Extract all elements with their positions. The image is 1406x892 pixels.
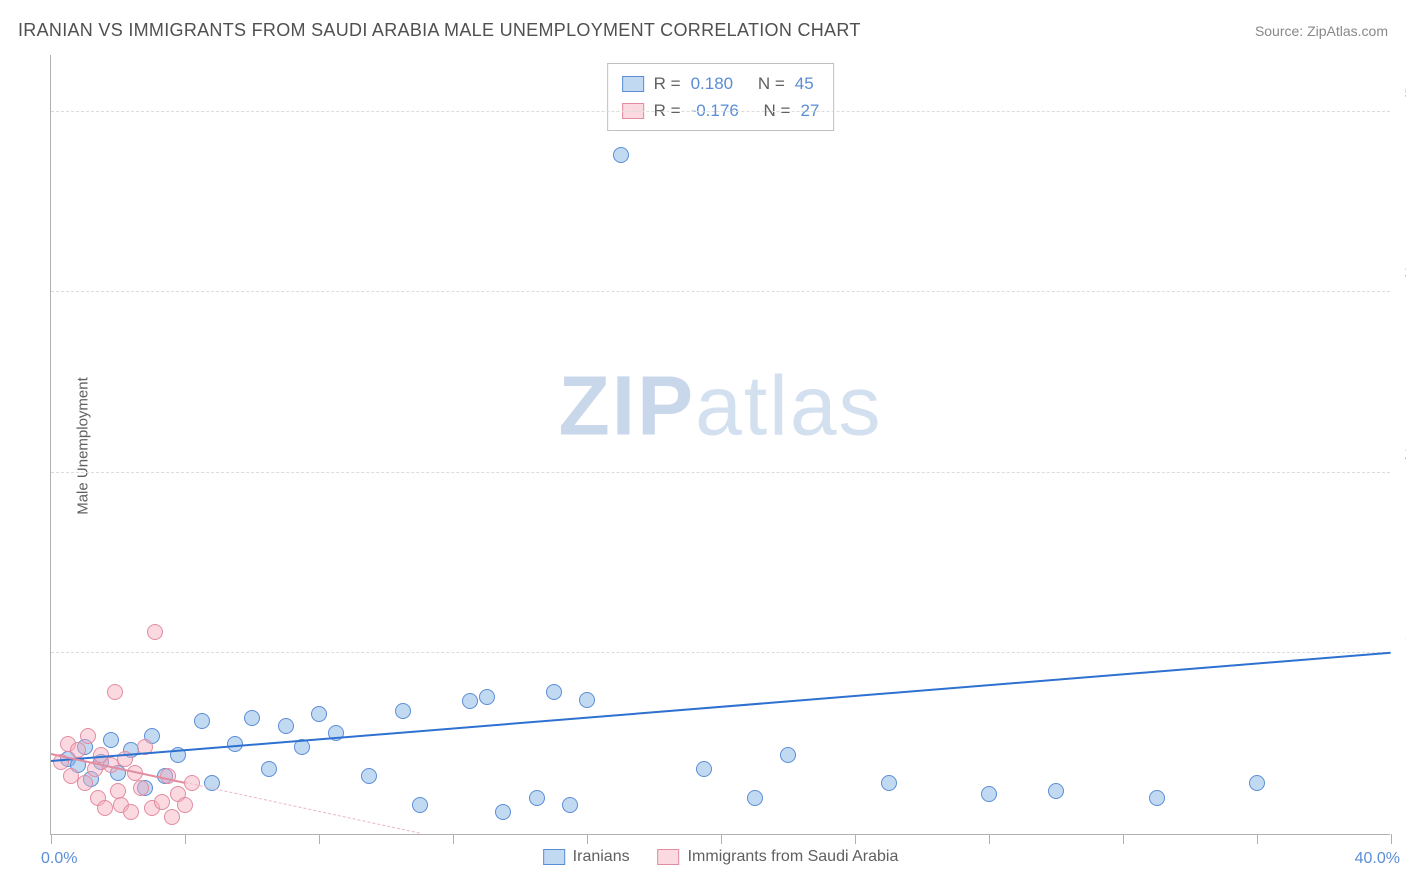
- data-point: [70, 742, 86, 758]
- data-point: [579, 692, 595, 708]
- legend-stats-row: R = 0.180 N = 45: [622, 70, 820, 97]
- x-tick: [1391, 834, 1392, 844]
- data-point: [562, 797, 578, 813]
- watermark: ZIPatlas: [558, 357, 882, 454]
- trend-line: [51, 651, 1391, 761]
- x-tick: [453, 834, 454, 844]
- x-tick: [587, 834, 588, 844]
- data-point: [1149, 790, 1165, 806]
- data-point: [194, 713, 210, 729]
- legend-swatch-blue: [622, 76, 644, 92]
- legend-series: Iranians Immigrants from Saudi Arabia: [543, 848, 899, 866]
- data-point: [981, 786, 997, 802]
- data-point: [747, 790, 763, 806]
- data-point: [780, 747, 796, 763]
- legend-swatch-blue: [543, 849, 565, 865]
- x-tick: [319, 834, 320, 844]
- data-point: [154, 794, 170, 810]
- data-point: [261, 761, 277, 777]
- data-point: [164, 809, 180, 825]
- data-point: [495, 804, 511, 820]
- data-point: [881, 775, 897, 791]
- r-label: R =: [654, 70, 681, 97]
- x-axis-min-label: 0.0%: [41, 850, 77, 868]
- data-point: [412, 797, 428, 813]
- trend-line: [185, 782, 420, 834]
- x-tick: [989, 834, 990, 844]
- data-point: [177, 797, 193, 813]
- legend-item: Iranians: [543, 848, 630, 866]
- data-point: [110, 783, 126, 799]
- data-point: [395, 703, 411, 719]
- legend-label: Iranians: [573, 848, 630, 866]
- legend-label: Immigrants from Saudi Arabia: [688, 848, 899, 866]
- legend-swatch-pink: [658, 849, 680, 865]
- data-point: [107, 684, 123, 700]
- legend-item: Immigrants from Saudi Arabia: [658, 848, 899, 866]
- data-point: [1249, 775, 1265, 791]
- chart-title: IRANIAN VS IMMIGRANTS FROM SAUDI ARABIA …: [18, 20, 861, 41]
- data-point: [147, 624, 163, 640]
- data-point: [529, 790, 545, 806]
- data-point: [123, 804, 139, 820]
- watermark-bold: ZIP: [558, 358, 695, 452]
- n-value: 45: [795, 70, 814, 97]
- gridline: [51, 652, 1390, 653]
- x-tick: [51, 834, 52, 844]
- data-point: [1048, 783, 1064, 799]
- gridline: [51, 472, 1390, 473]
- data-point: [133, 780, 149, 796]
- gridline: [51, 291, 1390, 292]
- r-value: 0.180: [691, 70, 734, 97]
- data-point: [613, 147, 629, 163]
- scatter-chart: ZIPatlas R = 0.180 N = 45 R = -0.176 N =…: [50, 55, 1390, 835]
- data-point: [361, 768, 377, 784]
- x-tick: [855, 834, 856, 844]
- data-point: [97, 800, 113, 816]
- data-point: [80, 728, 96, 744]
- n-label: N =: [758, 70, 785, 97]
- watermark-rest: atlas: [695, 358, 882, 452]
- data-point: [103, 732, 119, 748]
- data-point: [696, 761, 712, 777]
- x-tick: [1257, 834, 1258, 844]
- x-axis-max-label: 40.0%: [1355, 850, 1400, 868]
- data-point: [462, 693, 478, 709]
- data-point: [546, 684, 562, 700]
- data-point: [311, 706, 327, 722]
- data-point: [244, 710, 260, 726]
- legend-stats: R = 0.180 N = 45 R = -0.176 N = 27: [607, 63, 835, 131]
- gridline: [51, 111, 1390, 112]
- data-point: [479, 689, 495, 705]
- x-tick: [185, 834, 186, 844]
- x-tick: [721, 834, 722, 844]
- x-tick: [1123, 834, 1124, 844]
- data-point: [278, 718, 294, 734]
- source-label: Source: ZipAtlas.com: [1255, 23, 1388, 39]
- header: IRANIAN VS IMMIGRANTS FROM SAUDI ARABIA …: [18, 20, 1388, 41]
- data-point: [77, 775, 93, 791]
